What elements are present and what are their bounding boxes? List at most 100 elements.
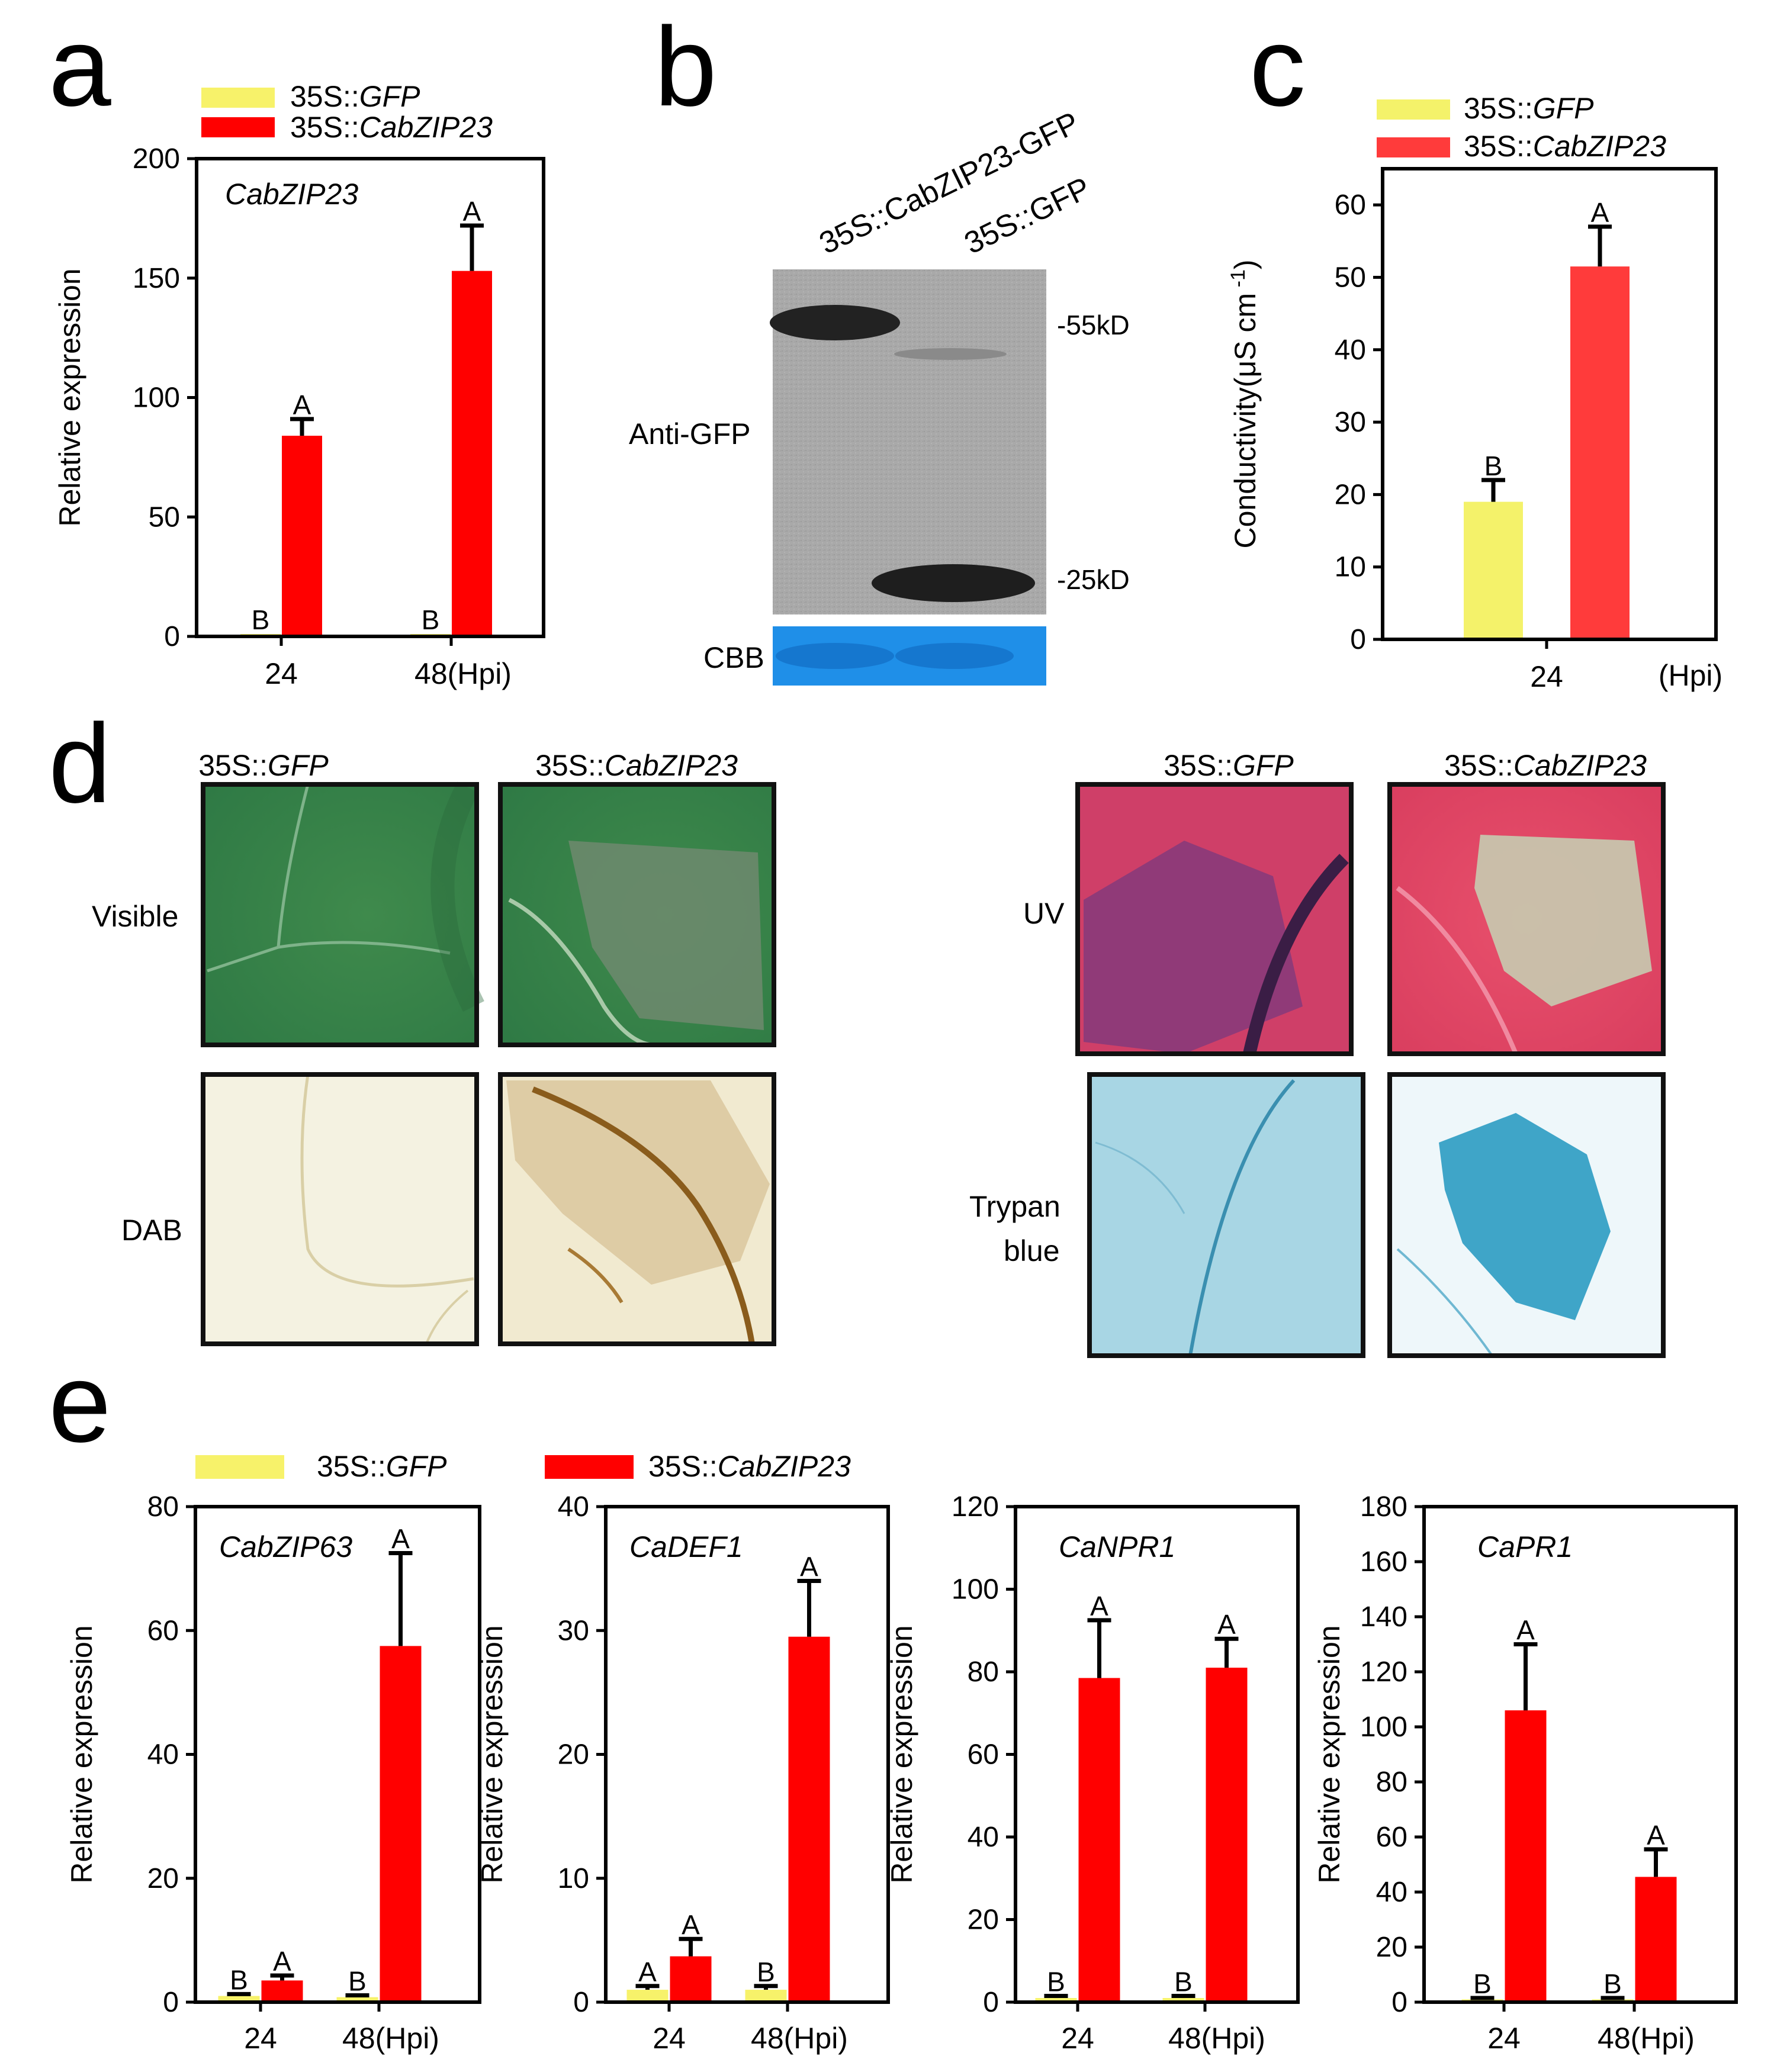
- y-axis-label: Relative expression: [885, 1625, 918, 1883]
- row-label-dab: DAB: [121, 1214, 182, 1247]
- x-unit-label: (Hpi): [1659, 659, 1722, 692]
- blot-antibody-label: Anti-GFP: [629, 417, 751, 451]
- plot-frame: [604, 1505, 890, 2004]
- cbb-label: CBB: [703, 641, 764, 674]
- panel-letter-c: c: [1249, 4, 1306, 130]
- x-tick-label: 48(Hpi): [1168, 2022, 1265, 2055]
- sig-letter: A: [273, 1946, 291, 1977]
- sig-letter: A: [1090, 1591, 1108, 1621]
- x-tick-label: 24: [1530, 660, 1563, 693]
- leaf-trypan-cabzip23: [1387, 1072, 1666, 1358]
- bar-e2-1-1: [788, 1636, 830, 2002]
- y-axis-label: Relative expression: [1313, 1625, 1346, 1883]
- legend-prefix: 35S::: [1464, 130, 1533, 163]
- row-label-blue: blue: [1004, 1234, 1060, 1267]
- panel-c-legend: 35S::GFP 35S::CabZIP23: [1377, 92, 1666, 163]
- sig-letter: A: [1516, 1615, 1535, 1646]
- legend-prefix: 35S::: [1464, 92, 1533, 125]
- x-tick-label: 24: [265, 657, 298, 690]
- y-tick-label: 40: [1335, 334, 1366, 366]
- blot-band-faint: [894, 348, 1007, 360]
- y-tick-label: 0: [164, 621, 180, 652]
- x-tick-label: 48(Hpi): [414, 657, 512, 690]
- y-tick-label: 60: [1376, 1822, 1407, 1853]
- legend-cabzip23-label: CabZIP23: [359, 111, 493, 144]
- svg-text:35S::GFP: 35S::GFP: [290, 80, 420, 113]
- panel-b-western-blot: 35S::CabZIP23-GFP 35S::GFP Anti-GFP -55k…: [629, 105, 1130, 686]
- sig-letter: B: [422, 604, 440, 635]
- bar-e2-1-0: [670, 1956, 712, 2002]
- chart-title: CabZIP23: [225, 178, 358, 211]
- legend-gfp-label: GFP: [359, 80, 420, 113]
- y-tick-label: 150: [133, 263, 180, 294]
- bar-e3-0-1: [1162, 1998, 1204, 2002]
- sig-letter: A: [463, 196, 481, 227]
- y-tick-label: 0: [573, 1987, 589, 2018]
- blot-band-gfp: [872, 564, 1035, 602]
- y-tick-label: 0: [1350, 624, 1366, 655]
- y-tick-label: 80: [147, 1491, 179, 1523]
- bar-c-0-0: [1464, 501, 1523, 639]
- y-axis-label: Conductivity(μS cm -1): [1227, 259, 1262, 548]
- bar-a-1-1: [452, 271, 492, 636]
- legend-swatch-gfp: [1377, 99, 1450, 120]
- y-tick-label: 20: [147, 1863, 179, 1894]
- y-tick-label: 20: [968, 1904, 999, 1936]
- y-tick-label: 40: [1376, 1877, 1407, 1908]
- row-label-uv: UV: [1023, 897, 1065, 930]
- sig-letter: B: [252, 604, 270, 635]
- plot-frame: [1014, 1505, 1300, 2004]
- chart-e3: B A 24 B A 48(Hpi) 0 20 40 60 80 100 120 Relative exp…: [885, 1491, 1300, 2055]
- sig-letter: B: [1047, 1967, 1065, 1997]
- svg-text:35S::GFP: 35S::GFP: [1464, 92, 1594, 125]
- sig-letter: B: [1484, 451, 1503, 481]
- plot-frame: [194, 1505, 481, 2004]
- bar-e4-1-0: [1505, 1710, 1547, 2002]
- x-tick-label: 48(Hpi): [751, 2022, 848, 2055]
- y-tick-label: 20: [558, 1739, 589, 1771]
- legend-swatch-cabzip23: [545, 1455, 634, 1479]
- panel-d-leaf-images: 35S::GFP 35S::CabZIP23 35S::GFP 35S::Cab…: [92, 749, 1666, 1358]
- y-tick-label: 80: [1376, 1767, 1407, 1798]
- sig-letter: B: [348, 1965, 367, 1996]
- leaf-visible-gfp: [201, 781, 484, 1047]
- bar-e3-1-0: [1078, 1678, 1120, 2002]
- x-tick-label: 24: [1061, 2022, 1094, 2055]
- chart-title: CaPR1: [1477, 1530, 1573, 1563]
- svg-text:35S::GFP: 35S::GFP: [317, 1450, 447, 1483]
- sig-letter: A: [682, 1909, 700, 1940]
- y-axis-label: Relative expression: [475, 1625, 509, 1883]
- legend-prefix: 35S::: [290, 111, 359, 144]
- sig-letter: A: [1647, 1820, 1665, 1851]
- legend-prefix: 35S::: [648, 1450, 718, 1483]
- y-tick-label: 0: [163, 1987, 179, 2018]
- y-tick-label: 120: [1360, 1656, 1407, 1688]
- bar-e1-0-1: [336, 1997, 378, 2002]
- col-label-gfp-right: 35S::GFP: [1164, 749, 1294, 782]
- row-label-trypan: Trypan: [969, 1190, 1060, 1223]
- y-tick-label: 20: [1376, 1932, 1407, 1963]
- y-tick-label: 60: [968, 1739, 999, 1771]
- legend-prefix: 35S::: [317, 1450, 386, 1483]
- y-tick-label: 180: [1360, 1491, 1407, 1523]
- bar-e3-0-0: [1035, 1998, 1077, 2002]
- panel-letter-e: e: [49, 1340, 111, 1466]
- y-tick-label: 60: [1335, 189, 1366, 221]
- x-tick-label: 48(Hpi): [1598, 2022, 1695, 2055]
- y-tick-label: 100: [952, 1574, 999, 1606]
- sig-letter: A: [638, 1957, 657, 1987]
- y-tick-label: 140: [1360, 1601, 1407, 1633]
- y-tick-label: 30: [558, 1615, 589, 1646]
- col-label-cabzip23-right: 35S::CabZIP23: [1444, 749, 1647, 782]
- chart-title: CabZIP63: [219, 1530, 352, 1563]
- chart-c: B A 24 (Hpi) 0 10 20 30 40 50 60 Conductivity(μS cm…: [1227, 167, 1722, 693]
- blot-marker-25kd: -25kD: [1057, 564, 1130, 595]
- sig-letter: B: [1174, 1967, 1193, 1997]
- chart-title: CaDEF1: [629, 1530, 743, 1563]
- y-tick-label: 50: [1335, 262, 1366, 293]
- sig-letter: A: [293, 390, 311, 420]
- y-axis-label: Relative expression: [65, 1625, 98, 1883]
- panel-e-legend: 35S::GFP 35S::CabZIP23: [195, 1450, 851, 1483]
